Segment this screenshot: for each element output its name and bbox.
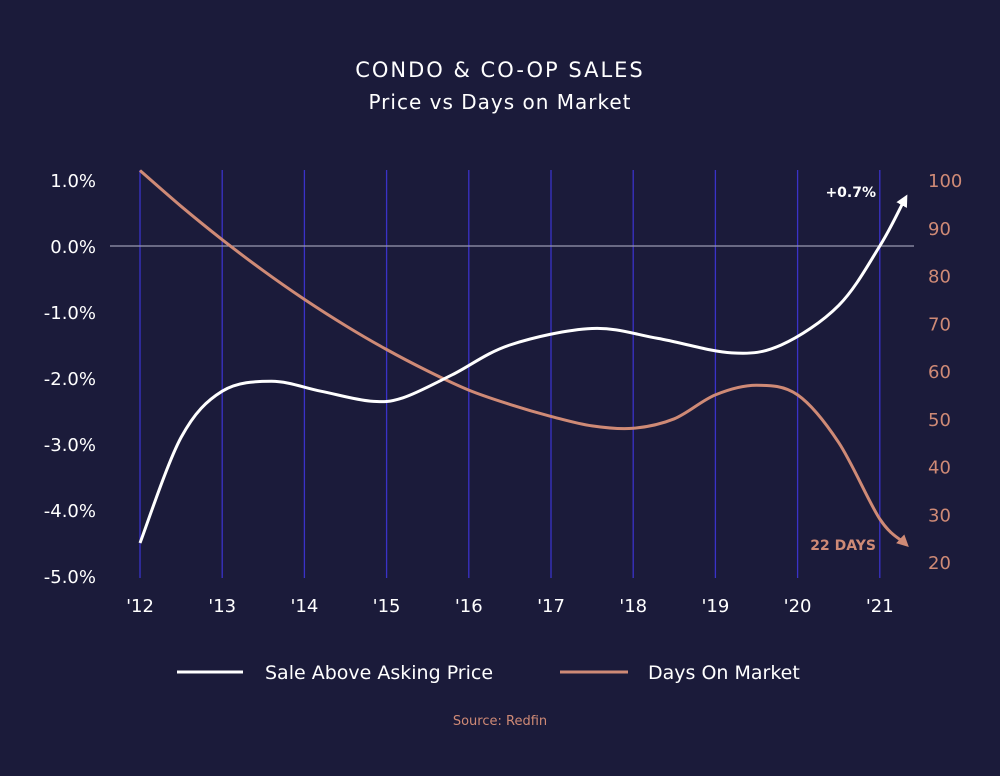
right-tick-label: 100	[928, 171, 962, 192]
right-tick-label: 30	[928, 505, 951, 526]
right-axis-ticks: 100 90 80 70 60 50 40 30 20	[928, 171, 962, 574]
legend-label-price: Sale Above Asking Price	[265, 662, 493, 684]
x-tick-label: '21	[866, 596, 894, 617]
x-tick-label: '19	[701, 596, 729, 617]
right-tick-label: 20	[928, 553, 951, 574]
sale-above-asking-line	[138, 194, 908, 544]
right-tick-label: 80	[928, 267, 951, 288]
left-tick-label: -3.0%	[44, 435, 96, 456]
legend: Sale Above Asking Price Days On Market	[177, 662, 800, 684]
annotation-price-end: +0.7%	[825, 185, 876, 201]
vertical-gridlines	[139, 170, 881, 578]
x-tick-label: '18	[619, 596, 647, 617]
left-tick-label: -2.0%	[44, 369, 96, 390]
days-on-market-line	[139, 169, 909, 548]
left-tick-label: -4.0%	[44, 501, 96, 522]
x-tick-label: '15	[373, 596, 401, 617]
right-tick-label: 70	[928, 314, 951, 335]
x-tick-label: '16	[455, 596, 483, 617]
source-note: Source: Redfin	[453, 714, 547, 729]
left-axis-ticks: 1.0% 0.0% -1.0% -2.0% -3.0% -4.0% -5.0%	[44, 171, 96, 588]
left-tick-label: 0.0%	[50, 237, 96, 258]
x-tick-label: '13	[208, 596, 236, 617]
left-tick-label: -1.0%	[44, 303, 96, 324]
right-tick-label: 90	[928, 219, 951, 240]
x-tick-label: '20	[784, 596, 812, 617]
annotation-days-end: 22 DAYS	[810, 538, 876, 554]
chart-subtitle: Price vs Days on Market	[368, 90, 631, 114]
left-tick-label: 1.0%	[50, 171, 96, 192]
right-tick-label: 60	[928, 362, 951, 383]
left-tick-label: -5.0%	[44, 567, 96, 588]
x-tick-label: '12	[126, 596, 154, 617]
legend-label-days: Days On Market	[648, 662, 800, 684]
x-axis-ticks: '12 '13 '14 '15 '16 '17 '18 '19 '20 '21	[126, 596, 894, 617]
right-tick-label: 50	[928, 410, 951, 431]
x-tick-label: '14	[290, 596, 318, 617]
x-tick-label: '17	[537, 596, 565, 617]
chart-title: CONDO & CO-OP SALES	[355, 58, 645, 82]
right-tick-label: 40	[928, 458, 951, 479]
